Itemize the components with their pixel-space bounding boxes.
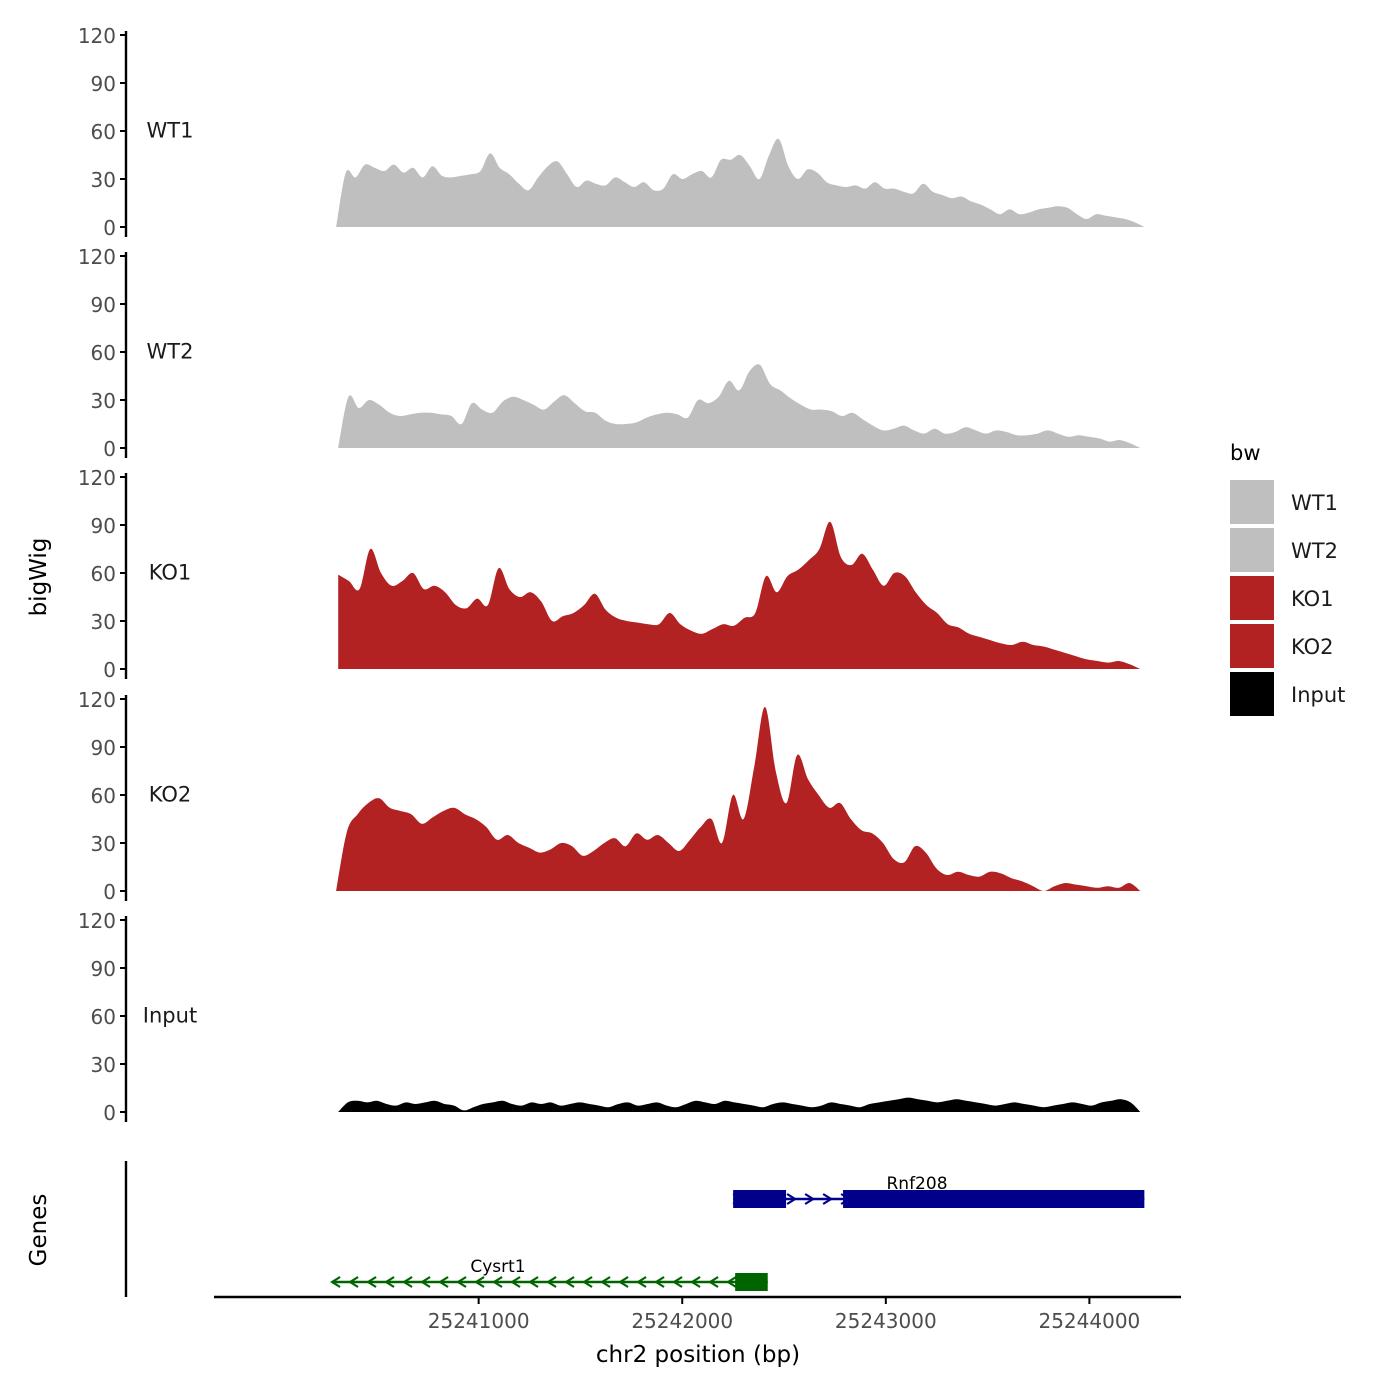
strand-arrow [582,1276,593,1288]
area-input [338,1097,1141,1112]
gene-exon [735,1273,768,1291]
strand-arrow [402,1276,413,1288]
y-tick-label: 60 [91,120,116,144]
track-label: KO1 [149,561,192,585]
y-tick-label: 90 [91,736,116,760]
y-tick-label: 60 [91,341,116,365]
y-tick-label: 120 [78,466,116,490]
y-tick-label: 90 [91,72,116,96]
strand-arrow [708,1276,719,1288]
strand-arrow [654,1276,665,1288]
track-label: KO2 [149,783,192,807]
y-tick-label: 60 [91,784,116,808]
y-tick-label: 90 [91,293,116,317]
strand-arrow [438,1276,449,1288]
gene-track: Rnf208 Cysrt1 [124,1161,1145,1297]
track-ko1: 0 30 60 90 120 KO1 [78,466,1141,682]
legend-label: KO2 [1291,635,1334,659]
strand-arrow [330,1276,341,1288]
strand-arrow [786,1193,798,1205]
strand-arrow [474,1276,485,1288]
legend: bw WT1 WT2 KO1 KO2 Input [1230,441,1345,716]
track-label: Input [143,1004,197,1028]
legend-label: WT1 [1291,491,1338,515]
track-wt1: 0 30 60 90 120 WT1 [78,24,1145,240]
y-tick-label: 30 [91,832,116,856]
y-axis-title: bigWig [26,538,52,617]
gene-exon [843,1190,1145,1208]
gene-rnf208: Rnf208 [732,1174,1145,1208]
track-wt2: 0 30 60 90 120 WT2 [78,245,1141,461]
strand-arrow [636,1276,647,1288]
strand-arrow [492,1276,503,1288]
y-tick-label: 90 [91,957,116,981]
area-ko1 [338,521,1141,669]
x-tick-label: 25244000 [1038,1309,1140,1333]
y-tick-label: 30 [91,1053,116,1077]
strand-arrow [546,1276,557,1288]
y-tick-label: 90 [91,514,116,538]
y-tick-label: 0 [103,437,116,461]
strand-arrow [348,1276,359,1288]
track-panels: 0306090120WT10306090120WT20306090120KO10… [78,24,1145,1125]
legend-label: Input [1291,683,1345,707]
y-tick-label: 30 [91,389,116,413]
gene-exon [733,1190,787,1208]
strand-arrow [822,1193,834,1205]
track-label: WT1 [147,119,194,143]
legend-key-input [1230,672,1274,716]
strand-arrow [366,1276,377,1288]
strand-arrow [564,1276,575,1288]
track-input: 0 30 60 90 120 Input [78,909,1141,1125]
legend-key-ko1 [1230,576,1274,620]
x-tick-label: 25241000 [428,1309,530,1333]
y-tick-label: 120 [78,245,116,269]
y-tick-label: 120 [78,909,116,933]
x-tick-label: 25242000 [631,1309,733,1333]
legend-label: KO1 [1291,587,1334,611]
legend-title: bw [1230,441,1261,465]
y-tick-label: 120 [78,24,116,48]
strand-arrow [420,1276,431,1288]
strand-arrow [510,1276,521,1288]
gene-cysrt1: Cysrt1 [330,1257,768,1291]
x-tick-label: 25243000 [835,1309,937,1333]
y-tick-label: 60 [91,562,116,586]
gene-label: Rnf208 [886,1174,947,1194]
strand-arrow [804,1193,816,1205]
y-tick-label: 30 [91,168,116,192]
y-tick-label: 120 [78,688,116,712]
legend-key-ko2 [1230,624,1274,668]
area-wt1 [336,138,1145,227]
strand-arrow [672,1276,683,1288]
strand-arrow [456,1276,467,1288]
area-wt2 [338,364,1141,448]
legend-label: WT2 [1291,539,1338,563]
x-axis: 25241000 25242000 25243000 25244000 [214,1295,1181,1333]
legend-key-wt1 [1230,480,1274,524]
y-tick-label: 0 [103,1101,116,1125]
strand-arrow [690,1276,701,1288]
legend-key-wt2 [1230,528,1274,572]
y-tick-label: 60 [91,1005,116,1029]
x-axis-title: chr2 position (bp) [596,1342,800,1368]
strand-arrow [618,1276,629,1288]
track-label: WT2 [147,340,194,364]
strand-arrow [726,1276,737,1288]
area-ko2 [336,706,1141,891]
gene-label: Cysrt1 [470,1257,525,1277]
y-tick-label: 0 [103,880,116,904]
y-tick-label: 0 [103,658,116,682]
gene-track-title: Genes [26,1194,52,1267]
y-tick-label: 0 [103,216,116,240]
strand-arrow [384,1276,395,1288]
y-tick-label: 30 [91,610,116,634]
track-ko2: 0 30 60 90 120 KO2 [78,688,1141,904]
strand-arrow [600,1276,611,1288]
strand-arrow [528,1276,539,1288]
